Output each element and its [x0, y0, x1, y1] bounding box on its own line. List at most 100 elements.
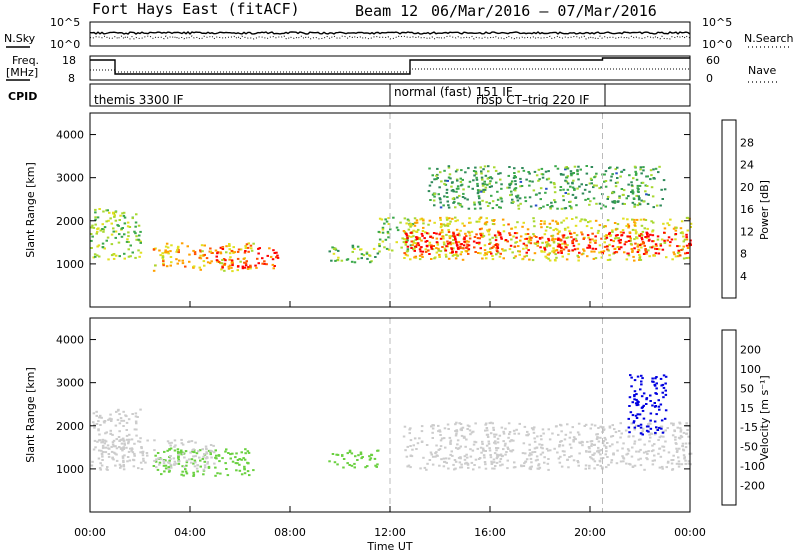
- echo-cell: [190, 458, 194, 461]
- echo-cell: [445, 255, 448, 258]
- echo-cell: [564, 433, 568, 436]
- echo-cell: [597, 229, 600, 232]
- echo-cell: [615, 172, 618, 175]
- echo-cell: [522, 169, 526, 172]
- echo-cell: [552, 229, 555, 232]
- echo-cell: [618, 196, 621, 199]
- echo-cell: [451, 254, 455, 257]
- echo-cell: [682, 245, 685, 248]
- echo-cell: [575, 239, 578, 242]
- echo-cell: [479, 446, 483, 449]
- echo-cell: [586, 255, 589, 258]
- echo-cell: [663, 188, 667, 191]
- echo-cell: [541, 241, 544, 244]
- echo-cell: [616, 441, 619, 444]
- echo-cell: [357, 454, 360, 457]
- echo-cell: [682, 235, 685, 238]
- echo-cell: [682, 240, 685, 243]
- echo-cell: [615, 236, 618, 239]
- echo-cell: [672, 251, 675, 254]
- echo-cell: [605, 245, 609, 248]
- echo-cell: [507, 436, 510, 439]
- echo-cell: [221, 248, 225, 250]
- echo-cell: [594, 241, 597, 244]
- echo-cell: [134, 232, 137, 235]
- echo-cell: [476, 447, 479, 450]
- echo-cell: [252, 242, 255, 245]
- echo-cell: [473, 236, 477, 238]
- echo-cell: [164, 249, 167, 252]
- echo-cell: [510, 201, 513, 204]
- noise-right-tick-bottom: 10^0: [702, 38, 732, 51]
- echo-cell: [561, 444, 565, 447]
- echo-cell: [529, 205, 533, 208]
- echo-cell: [649, 246, 652, 249]
- echo-cell: [170, 441, 173, 444]
- echo-cell: [168, 448, 171, 451]
- echo-cell: [431, 174, 434, 177]
- echo-cell: [422, 219, 425, 222]
- echo-cell: [611, 191, 614, 194]
- echo-cell: [428, 167, 431, 170]
- echo-cell: [553, 183, 556, 186]
- echo-cell: [584, 198, 587, 201]
- echo-cell: [164, 459, 167, 462]
- echo-cell: [409, 427, 412, 430]
- echo-cell: [439, 445, 443, 448]
- echo-cell: [139, 240, 142, 243]
- echo-cell: [90, 239, 93, 242]
- echo-cell: [577, 461, 580, 464]
- echo-cell: [605, 466, 608, 469]
- echo-cell: [446, 423, 450, 426]
- echo-cell: [671, 434, 675, 437]
- echo-cell: [117, 408, 120, 411]
- echo-cell: [495, 457, 499, 460]
- echo-cell: [439, 250, 443, 253]
- echo-cell: [546, 204, 549, 206]
- echo-cell: [620, 432, 623, 435]
- echo-cell: [636, 245, 640, 248]
- echo-cell: [518, 250, 521, 253]
- echo-cell: [610, 435, 613, 438]
- echo-cell: [687, 435, 690, 438]
- echo-cell: [437, 424, 440, 427]
- echo-cell: [276, 256, 280, 259]
- echo-cell: [222, 258, 226, 260]
- echo-cell: [590, 227, 593, 230]
- echo-cell: [588, 467, 591, 470]
- echo-cell: [334, 248, 338, 251]
- echo-cell: [569, 170, 573, 173]
- echo-cell: [519, 180, 523, 183]
- echo-cell: [450, 189, 454, 192]
- echo-cell: [447, 229, 450, 231]
- echo-cell: [454, 220, 457, 223]
- echo-cell: [602, 225, 605, 228]
- echo-cell: [578, 185, 581, 188]
- echo-cell: [456, 196, 459, 199]
- echo-cell: [498, 434, 502, 437]
- echo-cell: [455, 190, 458, 193]
- echo-cell: [271, 258, 275, 261]
- echo-cell: [415, 448, 418, 450]
- echo-cell: [414, 245, 417, 248]
- echo-cell: [119, 465, 123, 468]
- echo-cell: [114, 230, 118, 233]
- echo-cell: [598, 251, 601, 254]
- echo-cell: [203, 464, 207, 467]
- echo-cell: [647, 249, 650, 252]
- echo-cell: [614, 168, 617, 171]
- echo-cell: [664, 375, 668, 378]
- echo-cell: [365, 252, 369, 255]
- echo-cell: [672, 227, 676, 230]
- echo-cell: [437, 448, 440, 451]
- echo-cell: [603, 180, 606, 183]
- echo-cell: [623, 243, 627, 246]
- echo-cell: [496, 245, 499, 248]
- echo-cell: [199, 465, 202, 468]
- echo-cell: [209, 449, 212, 452]
- echo-cell: [465, 235, 468, 238]
- echo-cell: [598, 187, 601, 190]
- echo-cell: [404, 243, 408, 246]
- echo-cell: [192, 462, 195, 465]
